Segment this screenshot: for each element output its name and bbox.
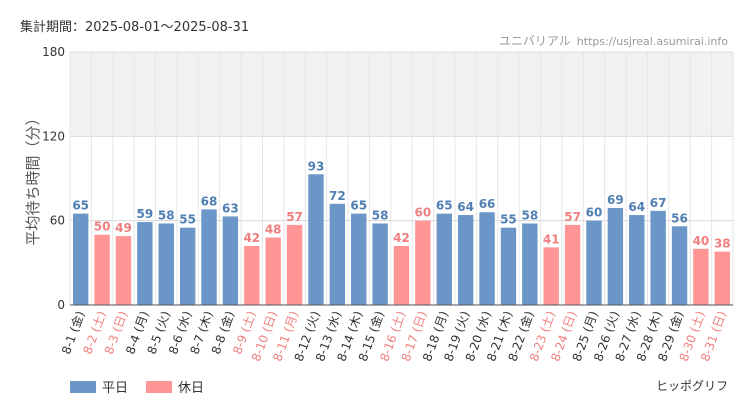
bar[interactable] — [308, 174, 324, 305]
bars — [72, 174, 731, 305]
bar[interactable] — [351, 213, 367, 305]
data-label: 67 — [650, 196, 667, 210]
data-label: 55 — [500, 213, 517, 227]
data-label: 69 — [607, 193, 624, 207]
data-label: 66 — [479, 197, 496, 211]
bar[interactable] — [543, 247, 559, 305]
bar[interactable] — [522, 223, 538, 305]
bar[interactable] — [436, 213, 452, 305]
bar[interactable] — [372, 223, 388, 305]
data-label: 42 — [393, 231, 410, 245]
data-label: 48 — [265, 223, 282, 237]
data-label: 40 — [693, 234, 710, 248]
period-label: 集計期間：2025-08-01～2025-08-31 — [20, 20, 250, 35]
y-tick-label: 180 — [42, 45, 65, 59]
data-label: 58 — [521, 208, 538, 222]
watermark-url: https://usjreal.asumirai.info — [576, 35, 728, 48]
watermark: ユニバリアル https://usjreal.asumirai.info — [499, 32, 728, 49]
bar[interactable] — [72, 213, 89, 305]
bar[interactable] — [479, 212, 495, 305]
bar[interactable] — [286, 224, 303, 305]
bar[interactable] — [179, 227, 196, 305]
legend-item-holiday[interactable]: 休日 — [146, 377, 204, 396]
bar[interactable] — [94, 234, 110, 305]
legend: 平日 休日 — [70, 377, 222, 396]
shaded-band — [70, 52, 733, 137]
y-tick-labels: 0 60 120 180 — [42, 45, 65, 312]
data-label: 59 — [137, 207, 154, 221]
data-label: 50 — [94, 220, 111, 234]
data-label: 57 — [286, 210, 303, 224]
bar[interactable] — [671, 226, 688, 305]
data-label: 68 — [201, 194, 218, 208]
bar[interactable] — [607, 208, 624, 305]
data-label: 41 — [543, 232, 560, 246]
bar[interactable] — [158, 223, 174, 305]
x-tick-labels: 8-1 (金)8-2 (土)8-3 (日)8-4 (月)8-5 (火)8-6 (… — [58, 309, 729, 363]
legend-label-holiday: 休日 — [178, 381, 205, 396]
data-label: 49 — [115, 221, 132, 235]
data-label: 93 — [308, 159, 325, 173]
data-label: 65 — [436, 199, 453, 213]
data-label: 65 — [350, 199, 367, 213]
bar[interactable] — [201, 209, 217, 305]
data-label: 58 — [158, 208, 175, 222]
bar[interactable] — [265, 237, 281, 305]
data-label: 64 — [628, 200, 645, 214]
data-label: 65 — [72, 199, 89, 213]
bar[interactable] — [457, 215, 474, 305]
bar[interactable] — [500, 227, 517, 305]
legend-swatch-weekday — [70, 380, 96, 393]
y-tick-label: 0 — [57, 298, 65, 312]
watermark-name: ユニバリアル — [498, 34, 571, 48]
bar[interactable] — [586, 220, 602, 305]
data-label: 64 — [457, 200, 474, 214]
bar[interactable] — [329, 203, 346, 305]
bar[interactable] — [714, 251, 731, 305]
bar[interactable] — [564, 224, 581, 305]
data-label: 60 — [586, 206, 603, 220]
data-label: 38 — [714, 237, 731, 251]
data-label: 60 — [415, 206, 432, 220]
bar[interactable] — [222, 216, 239, 305]
bar[interactable] — [393, 245, 410, 305]
data-labels: 65 50 49 59 58 55 68 63 42 48 57 93 72 65 58 42 60 65 64 66… — [72, 159, 730, 250]
legend-item-weekday[interactable]: 平日 — [70, 377, 128, 396]
legend-swatch-holiday — [146, 380, 173, 393]
data-label: 72 — [329, 189, 346, 203]
data-label: 63 — [222, 201, 239, 215]
bar[interactable] — [629, 215, 645, 305]
bar[interactable] — [137, 222, 153, 305]
bar[interactable] — [415, 220, 431, 305]
credit-label: ヒッポグリフ — [655, 379, 728, 393]
data-label: 42 — [243, 231, 260, 245]
data-label: 56 — [671, 211, 688, 225]
bar[interactable] — [693, 248, 709, 305]
bar[interactable] — [244, 245, 260, 305]
y-axis-label: 平均待ち時間（分） — [24, 110, 42, 245]
bar[interactable] — [650, 210, 666, 305]
legend-label-weekday: 平日 — [102, 381, 129, 396]
data-label: 57 — [564, 210, 581, 224]
data-label: 58 — [372, 208, 389, 222]
y-tick-label: 120 — [42, 129, 65, 143]
data-label: 55 — [179, 213, 196, 227]
bar[interactable] — [115, 236, 132, 305]
y-tick-label: 60 — [50, 214, 65, 228]
